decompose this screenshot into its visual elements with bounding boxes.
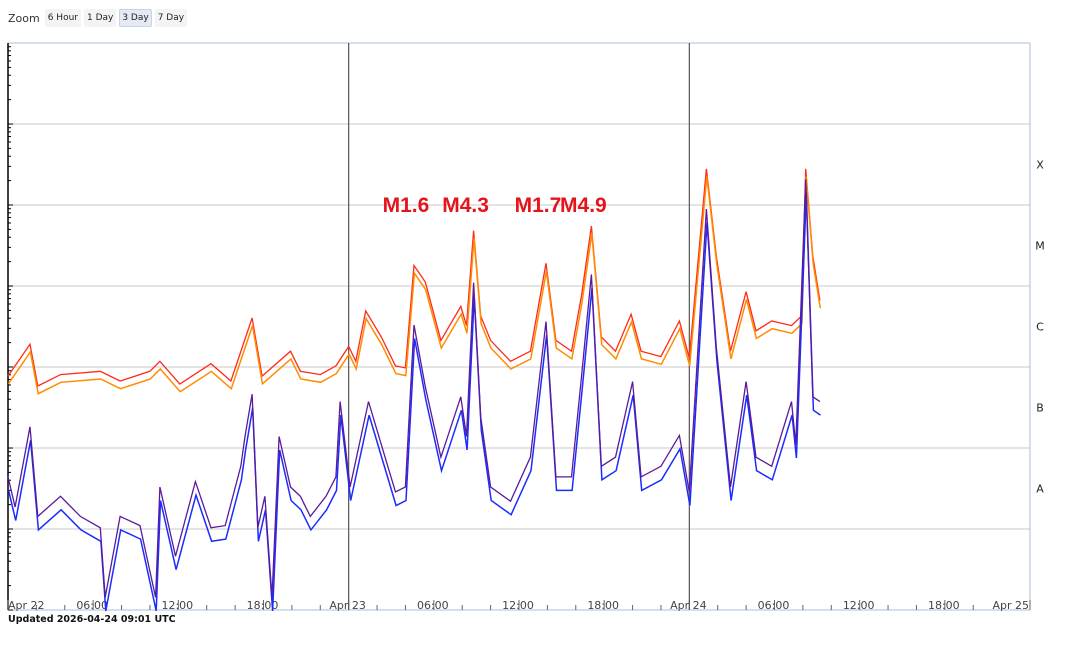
- x-tick-label: Apr 24: [670, 599, 707, 612]
- flare-class-label-a: A: [1036, 483, 1044, 496]
- series-line-short: [7, 192, 821, 612]
- x-tick-label: 12:00: [843, 599, 875, 612]
- x-tick-label: Apr 25: [992, 599, 1029, 612]
- x-tick-label: 12:00: [161, 599, 193, 612]
- x-tick-label: Apr 23: [329, 599, 366, 612]
- flare-annotation: M4.3: [442, 194, 489, 217]
- series-line-long: [7, 176, 822, 395]
- series-line-short-secondary: [7, 179, 821, 598]
- flare-class-label-c: C: [1036, 321, 1044, 334]
- flare-class-label-m: M: [1035, 240, 1045, 253]
- x-tick-label: 18:00: [928, 599, 960, 612]
- x-tick-label: 12:00: [502, 599, 534, 612]
- zoom-3-day-button[interactable]: 3 Day: [119, 9, 152, 27]
- x-tick-label: Apr 22: [8, 599, 45, 612]
- zoom-7-day-button[interactable]: 7 Day: [154, 9, 188, 27]
- zoom-6-hour-button[interactable]: 6 Hour: [44, 9, 81, 27]
- x-tick-label: 18:00: [247, 599, 279, 612]
- flare-annotation: X2.5: [685, 0, 729, 5]
- x-tick-label: 18:00: [587, 599, 619, 612]
- zoom-label: Zoom: [8, 11, 40, 25]
- flare-annotation: M1.7: [515, 194, 562, 217]
- flare-annotation: M4.9: [560, 194, 607, 217]
- flare-class-label-x: X: [1036, 159, 1044, 172]
- x-tick-label: 06:00: [417, 599, 449, 612]
- zoom-1-day-button[interactable]: 1 Day: [83, 9, 117, 27]
- flare-annotation: M1.6: [383, 194, 430, 217]
- x-tick-label: 06:00: [758, 599, 790, 612]
- x-tick-label: 06:00: [76, 599, 108, 612]
- flare-class-label-b: B: [1036, 402, 1044, 415]
- zoom-selector: Zoom 6 Hour 1 Day 3 Day 7 Day: [8, 9, 188, 27]
- updated-timestamp: Updated 2026-04-24 09:01 UTC: [8, 614, 176, 625]
- flare-annotation: X2.5: [784, 0, 828, 5]
